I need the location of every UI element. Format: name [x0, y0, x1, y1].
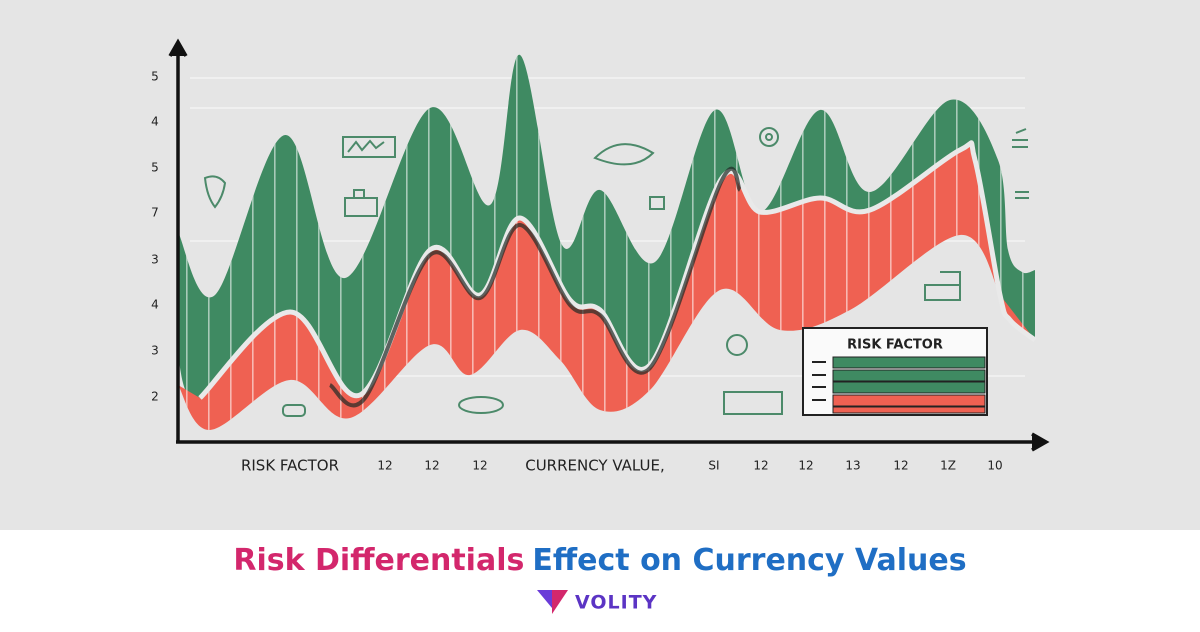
x-tick-label: 12: [798, 459, 813, 473]
red-wave-stripes: [178, 142, 1035, 431]
axes: [168, 38, 1050, 452]
banner-title: Risk Differentials Effect on Currency Val…: [233, 543, 966, 578]
y-tick-label: 3: [151, 253, 159, 267]
logo: [552, 590, 568, 614]
logo: [537, 590, 552, 608]
x-tick-label: RISK FACTOR: [241, 457, 339, 475]
y-tick-label: 5: [151, 161, 159, 175]
x-tick-label: 12: [424, 459, 439, 473]
x-tick-label: 12: [753, 459, 768, 473]
x-tick-label: 1Z: [940, 459, 956, 473]
y-tick-label: 3: [151, 344, 159, 358]
x-tick-label: 13: [845, 459, 860, 473]
icons: [203, 127, 1029, 417]
y-tick-label: 4: [151, 298, 159, 312]
green-wave-stripes: [178, 54, 1035, 400]
legend: RISK FACTOR: [802, 327, 988, 416]
x-tick-label: SI: [708, 459, 719, 473]
dark-line: [328, 167, 742, 408]
y-tick-label: 2: [151, 390, 159, 404]
x-tick-label: CURRENCY VALUE,: [525, 457, 665, 475]
x-tick-label: 10: [987, 459, 1002, 473]
legend-title: RISK FACTOR: [847, 338, 943, 353]
x-tick-label: 12: [472, 459, 487, 473]
y-tick-label: 4: [151, 115, 159, 129]
y-tick-label: 5: [151, 70, 159, 84]
x-tick-label: 12: [377, 459, 392, 473]
x-tick-label: 12: [893, 459, 908, 473]
brand: VOLITY: [575, 592, 657, 614]
y-tick-label: 7: [151, 206, 159, 220]
waves: [178, 54, 1037, 431]
